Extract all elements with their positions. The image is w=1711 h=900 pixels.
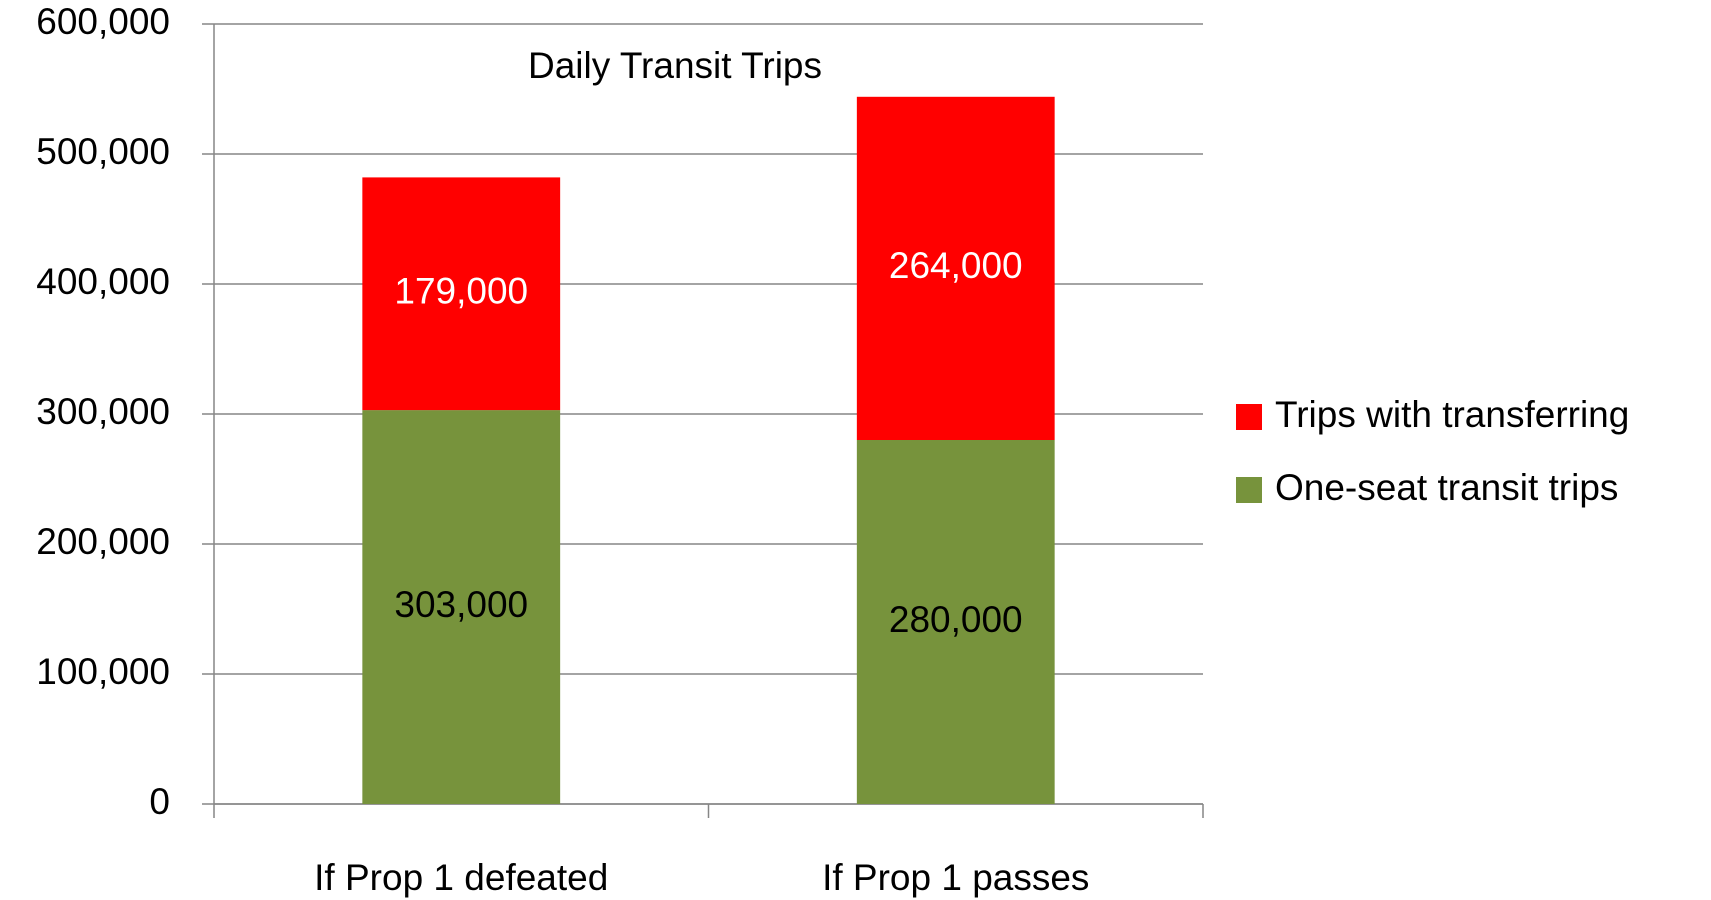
y-tick-label: 400,000 bbox=[36, 261, 170, 302]
data-label: 303,000 bbox=[394, 584, 528, 625]
y-tick-label: 300,000 bbox=[36, 391, 170, 432]
data-label: 264,000 bbox=[889, 245, 1023, 286]
bar-segment bbox=[856, 96, 1055, 441]
x-tick-label: If Prop 1 passes bbox=[822, 857, 1089, 898]
y-tick-label: 0 bbox=[149, 781, 170, 822]
y-tick-label: 100,000 bbox=[36, 651, 170, 692]
chart-title: Daily Transit Trips bbox=[528, 45, 822, 86]
bar-segment bbox=[856, 440, 1055, 804]
y-tick-label: 600,000 bbox=[36, 1, 170, 42]
bar-segment bbox=[362, 177, 561, 411]
y-tick-label: 500,000 bbox=[36, 131, 170, 172]
legend-label: Trips with transferring bbox=[1275, 394, 1629, 435]
bar-segment bbox=[362, 410, 561, 804]
data-label: 179,000 bbox=[394, 271, 528, 312]
legend-swatch bbox=[1236, 404, 1262, 430]
legend-label: One-seat transit trips bbox=[1275, 467, 1618, 508]
y-tick-label: 200,000 bbox=[36, 521, 170, 562]
data-label: 280,000 bbox=[889, 599, 1023, 640]
x-tick-label: If Prop 1 defeated bbox=[314, 857, 608, 898]
legend-swatch bbox=[1236, 477, 1262, 503]
